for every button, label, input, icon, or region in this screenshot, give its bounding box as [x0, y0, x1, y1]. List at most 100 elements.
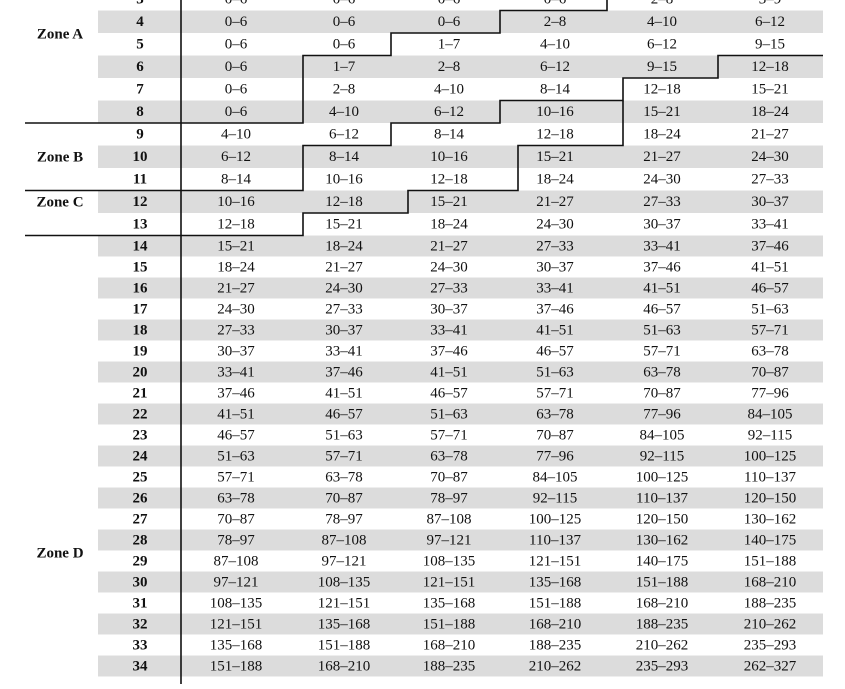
cells: 3 0–6 0–6 0–6 0–6 2–8 3–9 4 0–6 0–6 0–6 2–8 4–10 6–12…: [36, 0, 796, 674]
cell: 135–168: [423, 595, 476, 611]
cell: 6–12: [755, 14, 785, 30]
cell: 188–235: [744, 595, 797, 611]
row-shading: [98, 10, 823, 677]
cell: 92–115: [640, 448, 684, 464]
cell: 27–33: [536, 238, 574, 254]
row-shade: [98, 613, 823, 635]
cell: 4–10: [221, 127, 251, 143]
row-number: 3: [136, 0, 144, 8]
cell: 18–24: [217, 259, 255, 275]
cell: 100–125: [744, 448, 797, 464]
row-number: 26: [133, 490, 149, 506]
cell: 33–41: [217, 364, 255, 380]
cell: 12–18: [643, 82, 681, 98]
cell: 15–21: [325, 217, 363, 233]
cell: 108–135: [423, 553, 476, 569]
cell: 2–8: [333, 82, 356, 98]
cell: 0–6: [225, 0, 248, 8]
row-number: 32: [133, 616, 148, 632]
cell: 1–7: [438, 37, 461, 53]
cell: 70–87: [217, 511, 255, 527]
cell: 121–151: [210, 616, 263, 632]
cell: 24–30: [430, 259, 468, 275]
cell: 235–293: [744, 637, 797, 653]
row-number: 24: [133, 448, 149, 464]
row-shade: [98, 319, 823, 341]
cell: 33–41: [325, 343, 363, 359]
row-number: 6: [136, 59, 144, 75]
cell: 9–15: [647, 59, 677, 75]
row-shade: [98, 529, 823, 551]
cell: 0–6: [333, 37, 356, 53]
cell: 46–57: [217, 427, 255, 443]
cell: 110–137: [529, 532, 581, 548]
cell: 77–96: [751, 385, 789, 401]
cell: 210–262: [636, 637, 689, 653]
cell: 37–46: [325, 364, 363, 380]
cell: 8–14: [434, 127, 465, 143]
cell: 0–6: [333, 14, 356, 30]
cell: 262–327: [744, 658, 797, 674]
cell: 30–37: [536, 259, 574, 275]
row-shade: [98, 55, 823, 78]
cell: 18–24: [751, 104, 789, 120]
cell: 168–210: [423, 637, 476, 653]
cell: 135–168: [529, 574, 582, 590]
cell: 18–24: [325, 238, 363, 254]
cell: 2–8: [438, 59, 461, 75]
row-shade: [98, 487, 823, 509]
cell: 10–16: [217, 194, 255, 210]
cell: 51–63: [217, 448, 255, 464]
cell: 30–37: [430, 301, 468, 317]
row-number: 10: [133, 149, 148, 165]
cell: 92–115: [748, 427, 792, 443]
cell: 4–10: [647, 14, 677, 30]
row-number: 12: [133, 194, 148, 210]
cell: 6–12: [221, 149, 251, 165]
cell: 100–125: [529, 511, 582, 527]
cell: 63–78: [643, 364, 681, 380]
cell: 84–105: [748, 406, 793, 422]
cell: 12–18: [217, 217, 255, 233]
cell: 12–18: [430, 172, 468, 188]
cell: 12–18: [536, 127, 574, 143]
cell: 97–121: [427, 532, 472, 548]
cell: 41–51: [536, 322, 574, 338]
cell: 4–10: [540, 37, 570, 53]
cell: 188–235: [529, 637, 582, 653]
cell: 12–18: [751, 59, 789, 75]
cell: 120–150: [744, 490, 797, 506]
cell: 97–121: [322, 553, 367, 569]
cell: 70–87: [536, 427, 574, 443]
cell: 108–135: [210, 595, 263, 611]
cell: 4–10: [329, 104, 359, 120]
row-shade: [98, 655, 823, 677]
row-number: 21: [133, 385, 148, 401]
cell: 151–188: [529, 595, 582, 611]
cell: 135–168: [318, 616, 371, 632]
cell: 24–30: [751, 149, 789, 165]
cell: 15–21: [430, 194, 468, 210]
cell: 37–46: [430, 343, 468, 359]
cell: 4–10: [434, 82, 464, 98]
row-number: 23: [133, 427, 148, 443]
cell: 46–57: [643, 301, 681, 317]
row-shade: [98, 10, 823, 33]
cell: 41–51: [217, 406, 255, 422]
cell: 140–175: [744, 532, 797, 548]
cell: 0–6: [225, 82, 248, 98]
row-number: 4: [136, 14, 144, 30]
rules: [25, 0, 823, 684]
cell: 78–97: [430, 490, 468, 506]
cell: 41–51: [325, 385, 363, 401]
cell: 0–6: [225, 59, 248, 75]
row-number: 15: [133, 259, 148, 275]
cell: 37–46: [643, 259, 681, 275]
cell: 27–33: [430, 280, 468, 296]
cell: 168–210: [318, 658, 371, 674]
cell: 51–63: [325, 427, 363, 443]
cell: 18–24: [430, 217, 468, 233]
cell: 151–188: [423, 616, 476, 632]
cell: 6–12: [329, 127, 359, 143]
cell: 63–78: [430, 448, 468, 464]
